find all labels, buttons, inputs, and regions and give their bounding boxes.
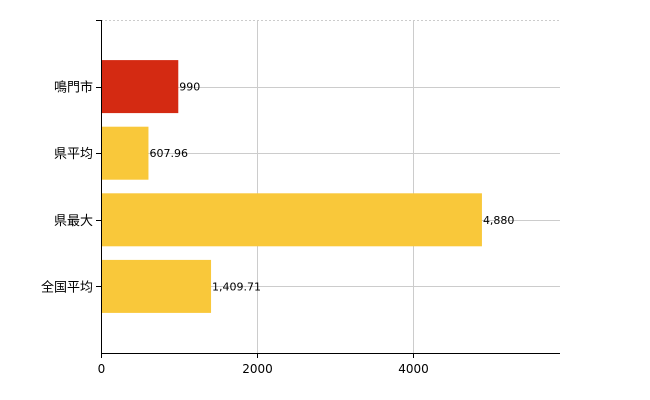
category-label: 県最大 <box>54 214 93 229</box>
value-label: 607.96 <box>149 147 188 160</box>
axes <box>96 20 560 358</box>
category-label: 鳴門市 <box>54 80 93 96</box>
bar <box>102 126 149 180</box>
bar <box>102 60 179 114</box>
x-tick-label: 2000 <box>242 362 273 376</box>
category-label: 県平均 <box>54 147 93 162</box>
value-label: 990 <box>179 81 200 94</box>
bar <box>102 259 212 313</box>
value-labels: 990 607.96 4,880 1,409.71 <box>149 81 514 294</box>
bars <box>102 60 482 313</box>
value-label: 1,409.71 <box>212 280 261 293</box>
bar <box>102 193 482 247</box>
category-label: 全国平均 <box>41 279 93 295</box>
x-tick-label: 0 <box>98 362 106 376</box>
value-label: 4,880 <box>483 214 515 227</box>
x-tick-labels: 0 2000 4000 <box>98 362 429 376</box>
x-tick-label: 4000 <box>398 362 429 376</box>
